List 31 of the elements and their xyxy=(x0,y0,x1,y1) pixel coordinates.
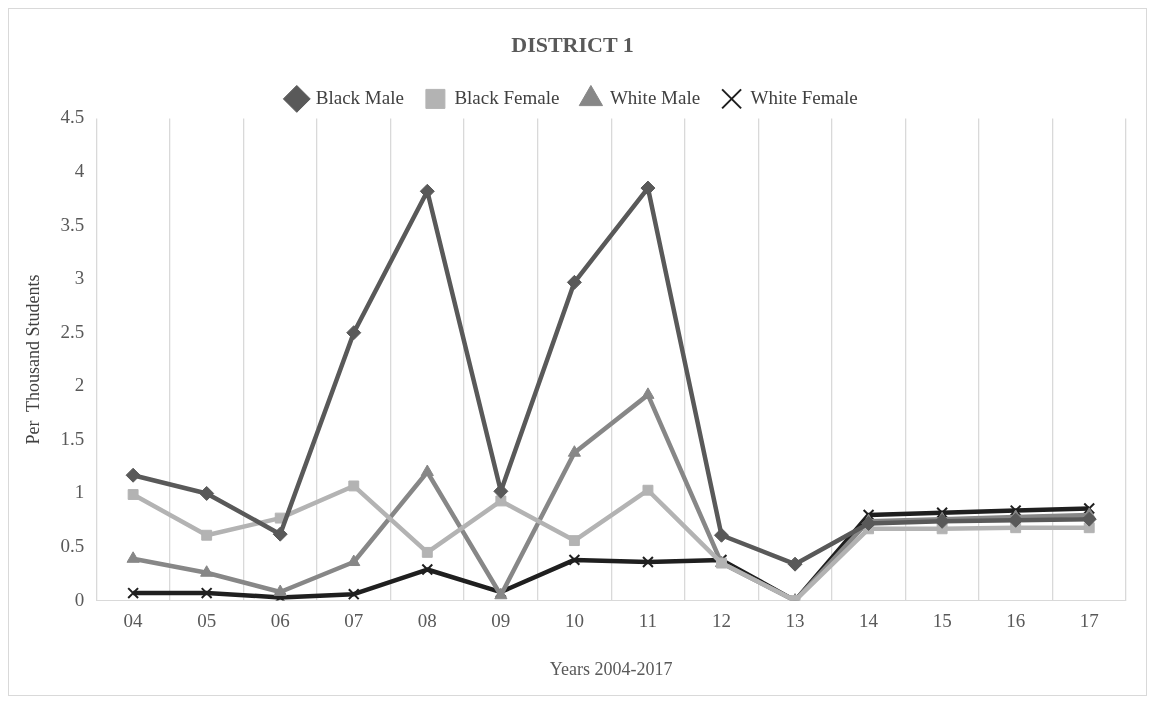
y-tick-label: 1 xyxy=(74,481,85,503)
y-tick-label: 4.5 xyxy=(60,106,85,128)
x-tick-label: 09 xyxy=(491,609,511,631)
y-tick-label: 0 xyxy=(74,588,85,610)
y-tick-label: 4 xyxy=(74,159,85,181)
y-axis-title: Per Thousand Students xyxy=(22,274,43,445)
y-tick-label: 3.5 xyxy=(60,213,85,235)
legend-label: Black Female xyxy=(454,86,560,108)
x-tick-label: 11 xyxy=(638,609,658,631)
legend-label: White Female xyxy=(750,86,858,108)
chart-title: DISTRICT 1 xyxy=(511,31,634,57)
y-tick-label: 2.5 xyxy=(60,320,85,342)
y-tick-label: 1.5 xyxy=(60,427,85,449)
x-tick-label: 13 xyxy=(785,609,805,631)
x-tick-label: 14 xyxy=(859,609,879,631)
x-axis-title: Years 2004-2017 xyxy=(549,658,673,679)
legend-label: Black Male xyxy=(315,86,404,108)
y-tick-label: 0.5 xyxy=(60,535,85,557)
x-tick-label: 07 xyxy=(344,609,364,631)
x-tick-label: 17 xyxy=(1079,609,1099,631)
x-tick-label: 05 xyxy=(197,609,217,631)
x-tick-label: 08 xyxy=(417,609,437,631)
x-tick-label: 12 xyxy=(711,609,731,631)
x-tick-label: 10 xyxy=(564,609,584,631)
y-tick-label: 3 xyxy=(74,267,85,289)
x-tick-label: 06 xyxy=(270,609,290,631)
x-tick-label: 16 xyxy=(1006,609,1026,631)
x-tick-label: 15 xyxy=(932,609,952,631)
y-tick-label: 2 xyxy=(74,374,85,396)
legend-label: White Male xyxy=(609,86,701,108)
x-tick-label: 04 xyxy=(123,609,144,631)
